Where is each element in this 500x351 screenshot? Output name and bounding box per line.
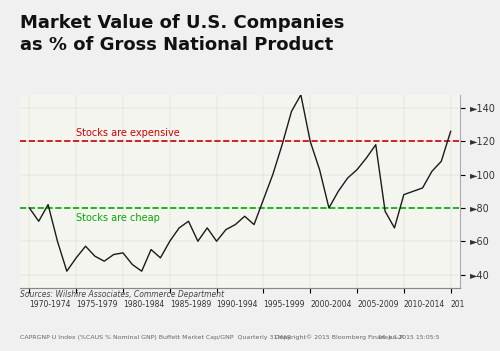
- Text: 1995-1999: 1995-1999: [264, 300, 305, 309]
- Text: 1985-1989: 1985-1989: [170, 300, 211, 309]
- Text: 2000-2004: 2000-2004: [310, 300, 352, 309]
- Text: Stocks are cheap: Stocks are cheap: [76, 213, 160, 223]
- Text: 2010-2014: 2010-2014: [404, 300, 445, 309]
- Text: Sources: Wilshire Associates, Commerce Department: Sources: Wilshire Associates, Commerce D…: [20, 290, 224, 299]
- Text: Stocks are expensive: Stocks are expensive: [76, 128, 180, 138]
- Text: Copyright© 2015 Bloomberg Finance L.P.: Copyright© 2015 Bloomberg Finance L.P.: [275, 335, 404, 340]
- Text: 2005-2009: 2005-2009: [357, 300, 399, 309]
- Text: 201: 201: [450, 300, 465, 309]
- Text: Market Value of U.S. Companies
as % of Gross National Product: Market Value of U.S. Companies as % of G…: [20, 14, 344, 54]
- Text: 1990-1994: 1990-1994: [216, 300, 258, 309]
- Text: CAPRGNP U Index (%CAUS % Nominal GNP) Buffett Market Cap/GNP  Quarterly 31MAR: CAPRGNP U Index (%CAUS % Nominal GNP) Bu…: [20, 336, 291, 340]
- Text: 1980-1984: 1980-1984: [123, 300, 164, 309]
- Text: 1975-1979: 1975-1979: [76, 300, 118, 309]
- Text: 1970-1974: 1970-1974: [30, 300, 71, 309]
- Text: 16-Jul-2015 15:05:5: 16-Jul-2015 15:05:5: [378, 336, 440, 340]
